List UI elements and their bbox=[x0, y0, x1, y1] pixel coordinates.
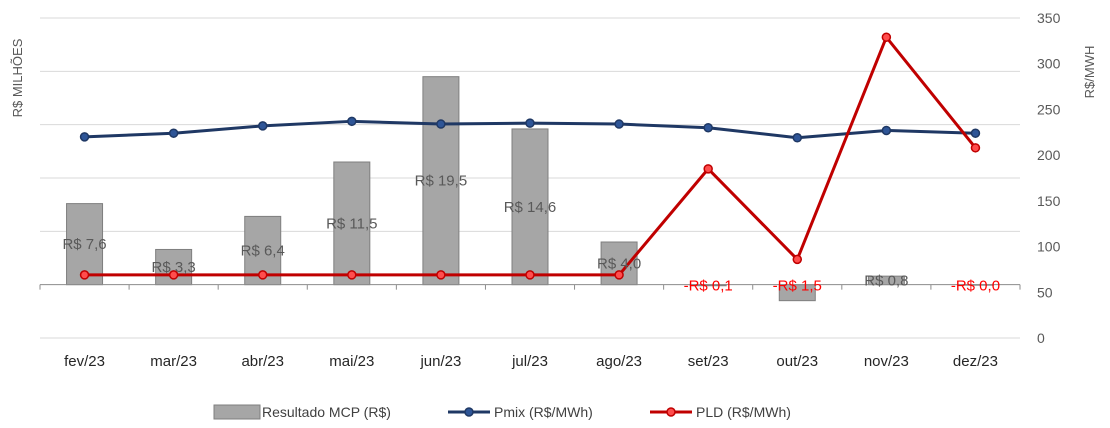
line-marker bbox=[436, 119, 446, 129]
y2-tick-label: 150 bbox=[1037, 193, 1061, 209]
y2-axis-label: R$/MWH bbox=[1082, 46, 1097, 99]
line-marker bbox=[347, 116, 357, 127]
line-marker bbox=[792, 133, 803, 143]
bar-data-label: R$ 0,8 bbox=[864, 272, 908, 289]
bar-data-label: R$ 19,5 bbox=[415, 173, 468, 190]
x-tick-label: ago/23 bbox=[596, 353, 642, 370]
line-marker bbox=[436, 270, 446, 280]
x-tick-label: set/23 bbox=[688, 353, 729, 370]
x-tick-label: abr/23 bbox=[241, 353, 284, 370]
legend-pmix-marker bbox=[464, 407, 474, 417]
bar-data-label: R$ 6,4 bbox=[241, 243, 285, 260]
x-tick-label: nov/23 bbox=[864, 353, 909, 370]
y2-axis-ticks: 0 50 100 150 200 250 300 350 bbox=[1037, 10, 1061, 346]
bar bbox=[422, 76, 460, 286]
line-marker bbox=[881, 32, 892, 42]
y-axis-label: R$ MILHÕES bbox=[10, 38, 25, 117]
line-marker bbox=[970, 143, 981, 153]
bar-data-label: -R$ 0,0 bbox=[951, 278, 1000, 295]
x-axis: fev/23 mar/23 abr/23 mai/23 jun/23 jul/23 ago/… bbox=[39, 284, 1021, 370]
line-marker bbox=[881, 125, 892, 136]
line-marker bbox=[703, 122, 713, 133]
line-marker bbox=[79, 270, 90, 280]
y2-tick-label: 0 bbox=[1037, 330, 1045, 346]
y2-tick-label: 100 bbox=[1037, 239, 1061, 255]
legend-bar-label: Resultado MCP (R$) bbox=[262, 404, 391, 420]
bar-data-label: -R$ 1,5 bbox=[773, 278, 822, 295]
y2-tick-label: 200 bbox=[1037, 147, 1061, 163]
x-tick-label: out/23 bbox=[776, 353, 818, 370]
bar-data-label: -R$ 0,1 bbox=[684, 278, 733, 295]
line-marker bbox=[168, 270, 179, 280]
y2-tick-label: 350 bbox=[1037, 10, 1061, 26]
x-tick-label: jun/23 bbox=[419, 353, 461, 370]
line-marker bbox=[614, 119, 624, 129]
legend-pmix-label: Pmix (R$/MWh) bbox=[494, 404, 593, 420]
bar bbox=[511, 128, 549, 286]
data-labels: R$ 7,6 R$ 3,3 R$ 6,4 R$ 11,5 R$ 19,5 R$ 14,6 R… bbox=[62, 173, 1000, 295]
bar-data-label: R$ 14,6 bbox=[504, 199, 557, 216]
line-marker bbox=[703, 164, 713, 174]
line-marker bbox=[970, 128, 981, 138]
line-marker bbox=[257, 270, 268, 280]
legend-bar-swatch bbox=[213, 404, 261, 420]
bar-data-label: R$ 3,3 bbox=[152, 259, 196, 276]
bar-data-label: R$ 11,5 bbox=[326, 215, 377, 232]
combo-chart: fev/23 mar/23 abr/23 mai/23 jun/23 jul/23 ago/… bbox=[10, 10, 1097, 370]
legend-pld-marker bbox=[666, 407, 676, 417]
line-marker bbox=[347, 270, 357, 280]
line-marker bbox=[792, 254, 803, 265]
line-marker bbox=[79, 132, 90, 142]
x-tick-label: mar/23 bbox=[150, 353, 197, 370]
line-marker bbox=[525, 270, 535, 280]
x-tick-label: jul/23 bbox=[511, 353, 548, 370]
bar bbox=[333, 161, 371, 286]
y2-tick-label: 250 bbox=[1037, 101, 1061, 117]
bar-series bbox=[66, 76, 994, 302]
legend-pld-label: PLD (R$/MWh) bbox=[696, 404, 791, 420]
line-marker bbox=[525, 118, 535, 128]
bar-data-label: R$ 4,0 bbox=[597, 255, 641, 272]
legend: Resultado MCP (R$) Pmix (R$/MWh) PLD (R$… bbox=[213, 404, 791, 420]
x-tick-label: mai/23 bbox=[329, 353, 374, 370]
line-marker bbox=[614, 270, 624, 280]
y2-tick-label: 50 bbox=[1037, 284, 1053, 300]
line-marker bbox=[257, 121, 268, 131]
line-marker bbox=[168, 128, 179, 138]
x-tick-label: fev/23 bbox=[64, 353, 105, 370]
bar-data-label: R$ 7,6 bbox=[62, 236, 106, 253]
y2-tick-label: 300 bbox=[1037, 56, 1061, 72]
x-tick-label: dez/23 bbox=[953, 353, 998, 370]
line-series bbox=[79, 32, 981, 280]
